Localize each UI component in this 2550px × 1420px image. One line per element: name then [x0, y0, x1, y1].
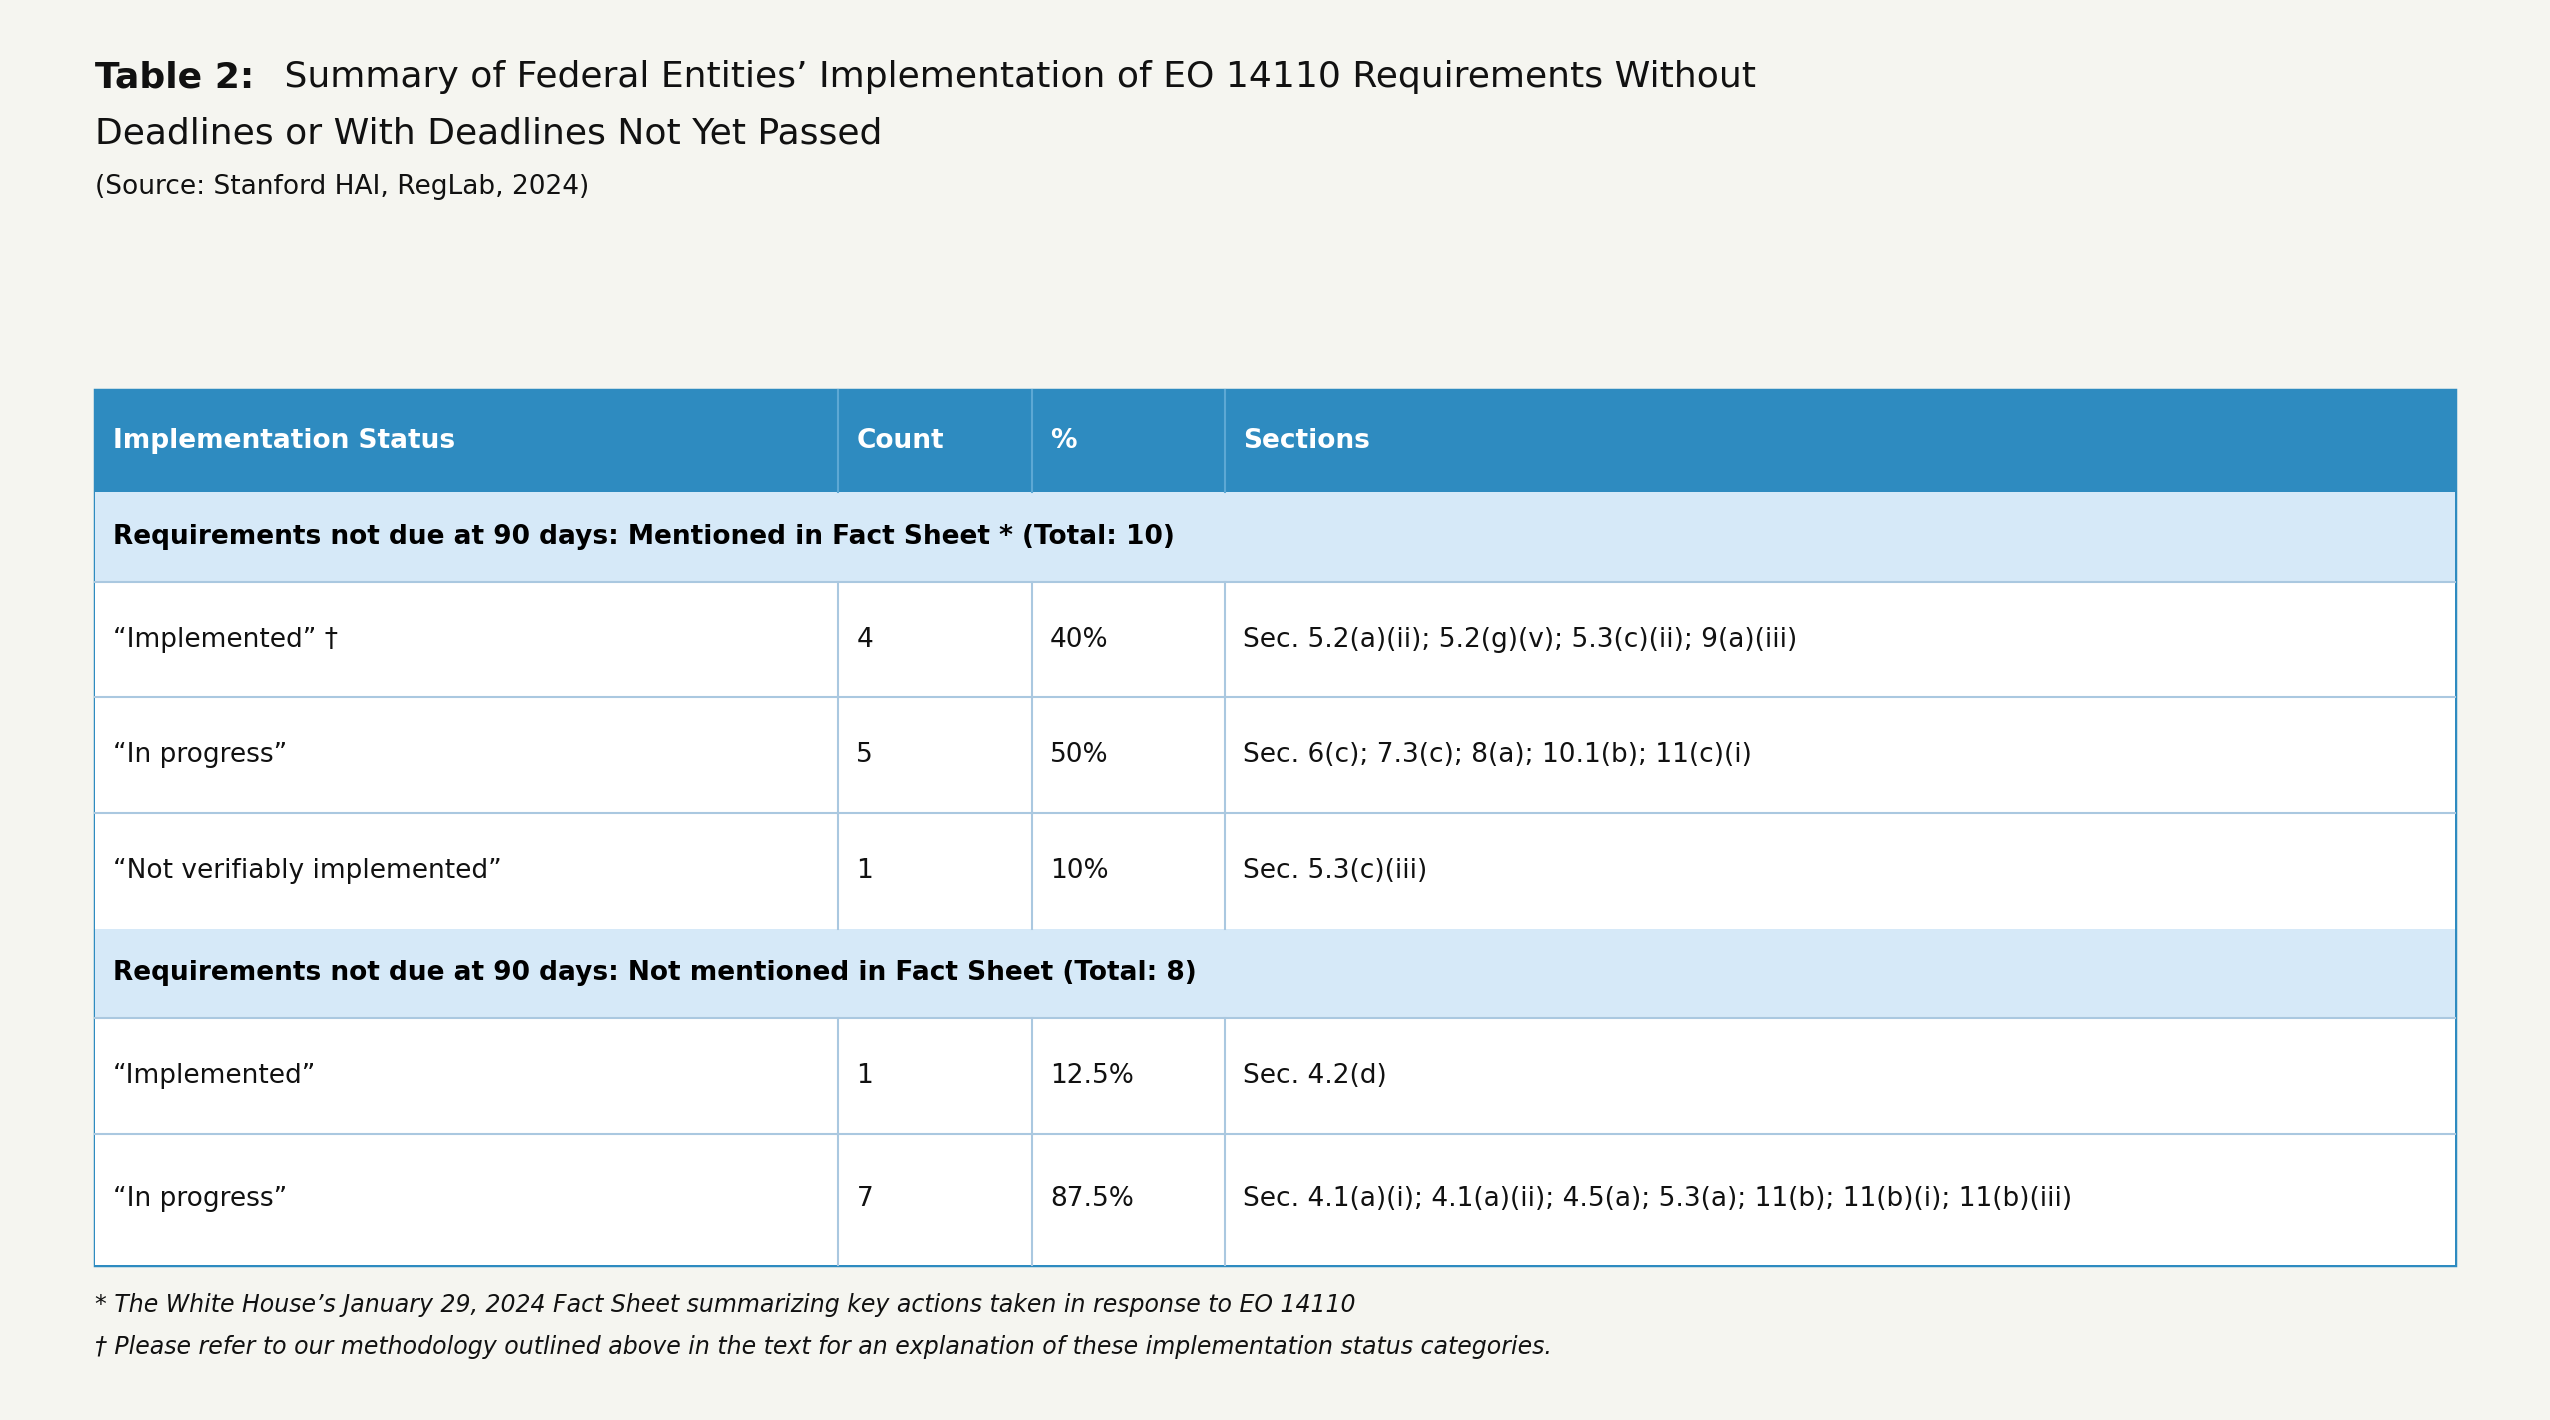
Text: 87.5%: 87.5%	[1051, 1186, 1135, 1213]
Text: (Source: Stanford HAI, RegLab, 2024): (Source: Stanford HAI, RegLab, 2024)	[94, 175, 589, 200]
Bar	[94, 582, 2456, 697]
Bar	[94, 1133, 2456, 1265]
Text: %: %	[1051, 429, 1076, 454]
Text: Requirements not due at 90 days: Not mentioned in Fact Sheet (Total: 8): Requirements not due at 90 days: Not men…	[112, 960, 1196, 987]
Text: Sec. 5.3(c)(iii): Sec. 5.3(c)(iii)	[1244, 858, 1428, 883]
Text: 1: 1	[857, 1062, 872, 1089]
Bar	[94, 493, 2456, 582]
Text: Sec. 4.2(d): Sec. 4.2(d)	[1244, 1062, 1387, 1089]
Text: 10%: 10%	[1051, 858, 1109, 883]
Text: Sec. 6(c); 7.3(c); 8(a); 10.1(b); 11(c)(i): Sec. 6(c); 7.3(c); 8(a); 10.1(b); 11(c)(…	[1244, 743, 1752, 768]
Text: 1: 1	[857, 858, 872, 883]
Text: Count: Count	[857, 429, 944, 454]
Text: 50%: 50%	[1051, 743, 1109, 768]
Bar	[94, 929, 2456, 1018]
Text: Summary of Federal Entities’ Implementation of EO 14110 Requirements Without: Summary of Federal Entities’ Implementat…	[273, 60, 1757, 94]
Text: Sec. 4.1(a)(i); 4.1(a)(ii); 4.5(a); 5.3(a); 11(b); 11(b)(i); 11(b)(iii): Sec. 4.1(a)(i); 4.1(a)(ii); 4.5(a); 5.3(…	[1244, 1186, 2073, 1213]
Text: 4: 4	[857, 626, 872, 653]
Text: “Implemented” †: “Implemented” †	[112, 626, 339, 653]
Text: “Not verifiably implemented”: “Not verifiably implemented”	[112, 858, 502, 883]
Text: Sec. 5.2(a)(ii); 5.2(g)(v); 5.3(c)(ii); 9(a)(iii): Sec. 5.2(a)(ii); 5.2(g)(v); 5.3(c)(ii); …	[1244, 626, 1798, 653]
Bar	[94, 1018, 2456, 1133]
Text: 12.5%: 12.5%	[1051, 1062, 1135, 1089]
Text: Table 2:: Table 2:	[94, 60, 255, 94]
Text: Deadlines or With Deadlines Not Yet Passed: Deadlines or With Deadlines Not Yet Pass…	[94, 116, 882, 151]
Text: * The White House’s January 29, 2024 Fact Sheet summarizing key actions taken in: * The White House’s January 29, 2024 Fac…	[94, 1294, 1357, 1316]
Text: 5: 5	[857, 743, 872, 768]
Text: 40%: 40%	[1051, 626, 1109, 653]
Bar	[94, 391, 2456, 493]
Text: † Please refer to our methodology outlined above in the text for an explanation : † Please refer to our methodology outlin…	[94, 1335, 1553, 1359]
Text: “In progress”: “In progress”	[112, 1186, 288, 1213]
Text: “Implemented”: “Implemented”	[112, 1062, 316, 1089]
Text: Implementation Status: Implementation Status	[112, 429, 454, 454]
Bar	[94, 391, 2456, 1265]
Bar	[94, 697, 2456, 814]
Bar	[94, 814, 2456, 929]
Text: Sections: Sections	[1244, 429, 1369, 454]
Text: Requirements not due at 90 days: Mentioned in Fact Sheet * (Total: 10): Requirements not due at 90 days: Mention…	[112, 524, 1176, 550]
Text: 7: 7	[857, 1186, 872, 1213]
Text: “In progress”: “In progress”	[112, 743, 288, 768]
